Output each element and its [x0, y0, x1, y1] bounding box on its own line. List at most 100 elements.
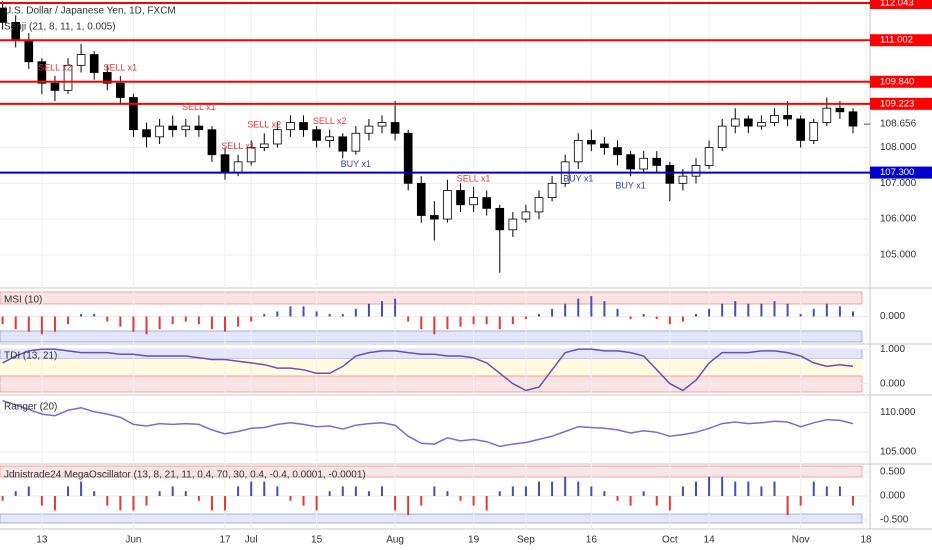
histogram-bar — [14, 491, 17, 496]
histogram-bar — [511, 486, 514, 496]
histogram-bar — [14, 316, 17, 330]
histogram-bar — [773, 481, 776, 496]
histogram-bar — [655, 316, 658, 320]
histogram-bar — [119, 495, 122, 511]
candle-body — [521, 211, 531, 220]
histogram-bar — [80, 481, 83, 496]
y-tick-label: 0.000 — [880, 378, 905, 389]
histogram-bar — [119, 316, 122, 327]
candle-body — [351, 132, 361, 152]
signal-label: BUY x1 — [615, 181, 645, 191]
candle-body — [770, 114, 779, 123]
mega-lower-band — [0, 513, 863, 524]
candle-body — [364, 125, 374, 134]
candle-body — [246, 147, 256, 163]
histogram-bar — [511, 316, 514, 325]
candle-body — [233, 161, 243, 173]
histogram-bar — [629, 316, 632, 320]
histogram-bar — [394, 495, 397, 511]
histogram-bar — [564, 476, 567, 496]
histogram-bar — [551, 481, 554, 496]
histogram-bar — [237, 316, 240, 327]
candle-body — [89, 54, 99, 73]
y-tick-label: -0.500 — [880, 515, 909, 526]
candle-body — [717, 125, 727, 148]
candle-body — [220, 154, 230, 173]
candle-body — [116, 82, 125, 98]
candle-body — [587, 140, 596, 145]
candle-body — [848, 111, 858, 127]
histogram-bar — [747, 481, 750, 496]
panel: 110.000 105.000 — [0, 399, 917, 458]
x-tick-label: 19 — [468, 535, 480, 546]
histogram-bar — [407, 316, 410, 322]
histogram-bar — [773, 301, 776, 317]
histogram-bar — [799, 313, 802, 317]
candle-body — [796, 118, 805, 141]
histogram-bar — [446, 491, 449, 496]
histogram-bar — [341, 313, 344, 317]
x-tick-label: 13 — [36, 535, 48, 546]
candle-body — [744, 118, 753, 127]
histogram-bar — [825, 303, 828, 317]
histogram-bar — [80, 313, 83, 317]
histogram-bar — [681, 486, 684, 496]
candle-body — [63, 64, 73, 91]
candle-body — [168, 125, 178, 131]
y-tick-label: 108.000 — [880, 142, 917, 153]
panel-title: TDI (13, 21) — [4, 351, 57, 362]
x-tick-label: Nov — [792, 535, 810, 546]
histogram-bar — [289, 306, 292, 317]
histogram-bar — [224, 495, 227, 511]
histogram-bar — [642, 491, 645, 496]
signal-label: SELL x1 — [221, 141, 255, 151]
y-tick-label: 0.500 — [880, 467, 905, 478]
panel-separators — [0, 0, 932, 530]
candle-body — [338, 136, 348, 152]
chart-title: U.S. Dollar / Japanese Yen, 1D, FXCM — [4, 6, 176, 17]
histogram-bar — [40, 316, 43, 335]
candle-body — [757, 122, 766, 127]
histogram-bar — [786, 303, 789, 317]
histogram-bar — [93, 313, 96, 317]
candle-body — [835, 107, 845, 113]
y-tick-label: 105.000 — [880, 249, 917, 260]
level-label-box — [870, 75, 932, 88]
candle-body — [639, 157, 648, 170]
candle-body — [547, 182, 557, 199]
histogram-bar — [210, 316, 213, 330]
histogram-bar — [394, 298, 397, 317]
y-tick-label: 105.000 — [880, 447, 917, 458]
candle-body — [665, 165, 675, 184]
histogram-bar — [747, 303, 750, 317]
panel: 0.000 — [0, 296, 905, 335]
histogram-bar — [27, 316, 30, 332]
candle-body — [181, 125, 191, 131]
histogram-bar — [459, 316, 462, 327]
panel-title: Jdnistrade24 MegaOscillator (13, 8, 21, … — [4, 470, 366, 481]
histogram-bar — [538, 313, 541, 317]
histogram-bar — [302, 495, 305, 506]
histogram-bar — [132, 495, 135, 511]
histogram-bar — [276, 486, 279, 496]
histogram-bar — [551, 308, 554, 317]
candle-body — [37, 61, 47, 84]
histogram-bar — [734, 301, 737, 317]
candle-body — [691, 165, 701, 177]
y-tick-label: 0.000 — [880, 311, 905, 322]
histogram-bar — [158, 316, 161, 330]
histogram-bar — [354, 486, 357, 496]
candle-body — [704, 147, 714, 166]
level-label: 109.223 — [880, 98, 914, 109]
x-tick-label: 17 — [219, 535, 231, 546]
histogram-bar — [799, 495, 802, 506]
x-tick-label: 15 — [311, 535, 323, 546]
histogram-bar — [838, 486, 841, 496]
histogram-bar — [760, 486, 763, 496]
level-label-box — [870, 97, 932, 110]
candle-body — [495, 207, 505, 231]
histogram-bar — [237, 486, 240, 496]
signal-label: BUY x1 — [341, 159, 371, 169]
candle-body — [534, 197, 544, 213]
